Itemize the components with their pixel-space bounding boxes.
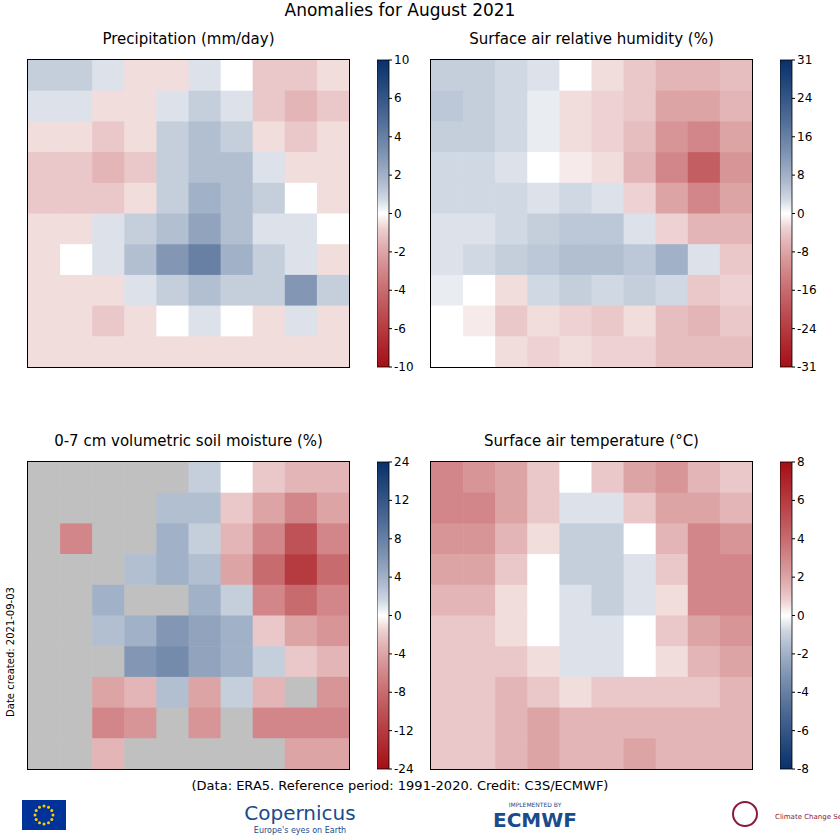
svg-text:2: 2 xyxy=(797,570,805,584)
svg-text:6: 6 xyxy=(797,493,805,507)
svg-text:2: 2 xyxy=(394,168,402,182)
html-text:Surface air relative humidity: Surface air relative humidity (%) xyxy=(469,30,714,48)
svg-text:8: 8 xyxy=(394,532,402,546)
svg-text:8: 8 xyxy=(797,455,805,469)
svg-text:-2: -2 xyxy=(394,245,406,259)
svg-text:-8: -8 xyxy=(797,762,809,776)
svg-text:24: 24 xyxy=(394,455,409,469)
svg-text:-24: -24 xyxy=(797,322,817,336)
svg-text:-8: -8 xyxy=(797,245,809,259)
svg-text:0: 0 xyxy=(797,609,805,623)
svg-text:-6: -6 xyxy=(797,724,809,738)
svg-text:-24: -24 xyxy=(394,762,414,776)
svg-text:31: 31 xyxy=(797,53,812,67)
svg-text:-4: -4 xyxy=(394,647,406,661)
svg-text:-12: -12 xyxy=(394,724,414,738)
svg-text:0: 0 xyxy=(394,207,402,221)
html-text:Precipitation (mm/day): Precipitation (mm/day) xyxy=(102,30,275,48)
html-text:(Data: ERA5. Reference period:: (Data: ERA5. Reference period: 1991-2020… xyxy=(191,778,609,793)
html-text:Date created: 2021-09-03: Date created: 2021-09-03 xyxy=(4,587,16,717)
svg-text:-2: -2 xyxy=(797,647,809,661)
svg-text:-6: -6 xyxy=(394,322,406,336)
svg-text:0: 0 xyxy=(797,207,805,221)
svg-text:-16: -16 xyxy=(797,283,817,297)
svg-text:Climate Change Service: Climate Change Service xyxy=(775,813,832,821)
html-text:Anomalies for August 2021: Anomalies for August 2021 xyxy=(284,0,516,20)
svg-text:IMPLEMENTED BY: IMPLEMENTED BY xyxy=(509,801,562,808)
svg-text:8: 8 xyxy=(797,168,805,182)
svg-text:-10: -10 xyxy=(394,360,414,374)
svg-text:4: 4 xyxy=(394,130,402,144)
svg-text:10: 10 xyxy=(394,53,409,67)
html-text:Surface air temperature (°C): Surface air temperature (°C) xyxy=(484,432,699,450)
svg-text:16: 16 xyxy=(797,130,812,144)
svg-text:Copernicus: Copernicus xyxy=(244,801,355,825)
svg-text:0: 0 xyxy=(394,609,402,623)
svg-text:ECMWF: ECMWF xyxy=(493,808,577,832)
svg-text:24: 24 xyxy=(797,91,812,105)
svg-text:-4: -4 xyxy=(797,685,809,699)
svg-text:-31: -31 xyxy=(797,360,817,374)
svg-text:12: 12 xyxy=(394,493,409,507)
svg-text:Europe's eyes on Earth: Europe's eyes on Earth xyxy=(254,826,346,835)
svg-text:-8: -8 xyxy=(394,685,406,699)
svg-text:4: 4 xyxy=(394,570,402,584)
svg-text:6: 6 xyxy=(394,91,402,105)
svg-text:-4: -4 xyxy=(394,283,406,297)
html-text:0-7 cm volumetric soil moistur: 0-7 cm volumetric soil moisture (%) xyxy=(54,432,323,450)
svg-text:4: 4 xyxy=(797,532,805,546)
